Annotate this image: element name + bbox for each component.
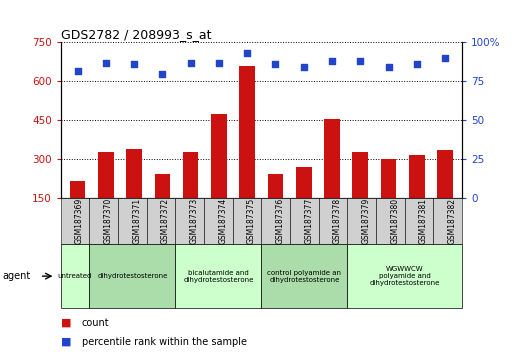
Bar xyxy=(437,150,453,237)
Point xyxy=(215,60,223,65)
Text: GSM187373: GSM187373 xyxy=(190,198,199,244)
Text: GSM187381: GSM187381 xyxy=(419,198,428,244)
Bar xyxy=(98,152,114,237)
Bar xyxy=(126,149,142,237)
Point xyxy=(299,64,308,70)
Point xyxy=(412,62,421,67)
Text: GSM187370: GSM187370 xyxy=(103,198,112,244)
Bar xyxy=(155,173,170,237)
Text: ■: ■ xyxy=(61,318,71,328)
Text: GDS2782 / 208993_s_at: GDS2782 / 208993_s_at xyxy=(61,28,211,41)
Point xyxy=(102,60,110,65)
Text: GSM187380: GSM187380 xyxy=(390,198,399,244)
Text: GSM187375: GSM187375 xyxy=(247,198,256,244)
Point xyxy=(73,68,82,73)
Point xyxy=(130,62,138,67)
Bar xyxy=(183,152,199,237)
Point xyxy=(328,58,336,64)
Bar xyxy=(409,155,425,237)
Point xyxy=(271,62,280,67)
Bar xyxy=(296,167,312,237)
Point xyxy=(158,71,167,76)
Bar xyxy=(211,114,227,237)
Text: GSM187376: GSM187376 xyxy=(276,198,285,244)
Point xyxy=(384,64,393,70)
Bar xyxy=(353,152,368,237)
Text: GSM187379: GSM187379 xyxy=(362,198,371,244)
Text: count: count xyxy=(82,318,109,328)
Bar xyxy=(268,173,283,237)
Text: GSM187371: GSM187371 xyxy=(133,198,142,244)
Text: percentile rank within the sample: percentile rank within the sample xyxy=(82,337,247,347)
Point xyxy=(186,60,195,65)
Text: GSM187369: GSM187369 xyxy=(75,198,84,244)
Bar xyxy=(70,181,86,237)
Point xyxy=(356,58,364,64)
Text: control polyamide an
dihydrotestosterone: control polyamide an dihydrotestosterone xyxy=(267,270,342,282)
Text: GSM187378: GSM187378 xyxy=(333,198,342,244)
Bar xyxy=(324,119,340,237)
Text: GSM187382: GSM187382 xyxy=(448,198,457,244)
Point xyxy=(243,51,251,56)
Bar xyxy=(240,66,255,237)
Point xyxy=(441,55,449,61)
Text: dihydrotestosterone: dihydrotestosterone xyxy=(97,273,167,279)
Text: WGWWCW
polyamide and
dihydrotestosterone: WGWWCW polyamide and dihydrotestosterone xyxy=(370,266,440,286)
Text: agent: agent xyxy=(3,271,31,281)
Text: ■: ■ xyxy=(61,337,71,347)
Bar xyxy=(381,159,397,237)
Text: untreated: untreated xyxy=(58,273,92,279)
Text: GSM187377: GSM187377 xyxy=(304,198,313,244)
Text: GSM187372: GSM187372 xyxy=(161,198,170,244)
Text: bicalutamide and
dihydrotestosterone: bicalutamide and dihydrotestosterone xyxy=(183,270,253,282)
Text: GSM187374: GSM187374 xyxy=(219,198,228,244)
